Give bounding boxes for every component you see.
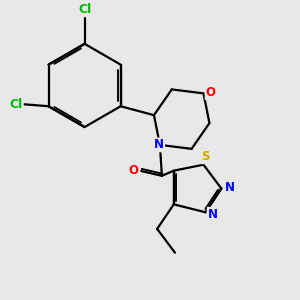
Text: Cl: Cl bbox=[78, 3, 91, 16]
Text: N: N bbox=[154, 138, 164, 152]
Text: O: O bbox=[128, 164, 138, 177]
Text: N: N bbox=[225, 181, 235, 194]
Text: Cl: Cl bbox=[10, 98, 23, 111]
Text: S: S bbox=[201, 150, 210, 163]
Text: O: O bbox=[206, 86, 216, 99]
Text: N: N bbox=[208, 208, 218, 221]
